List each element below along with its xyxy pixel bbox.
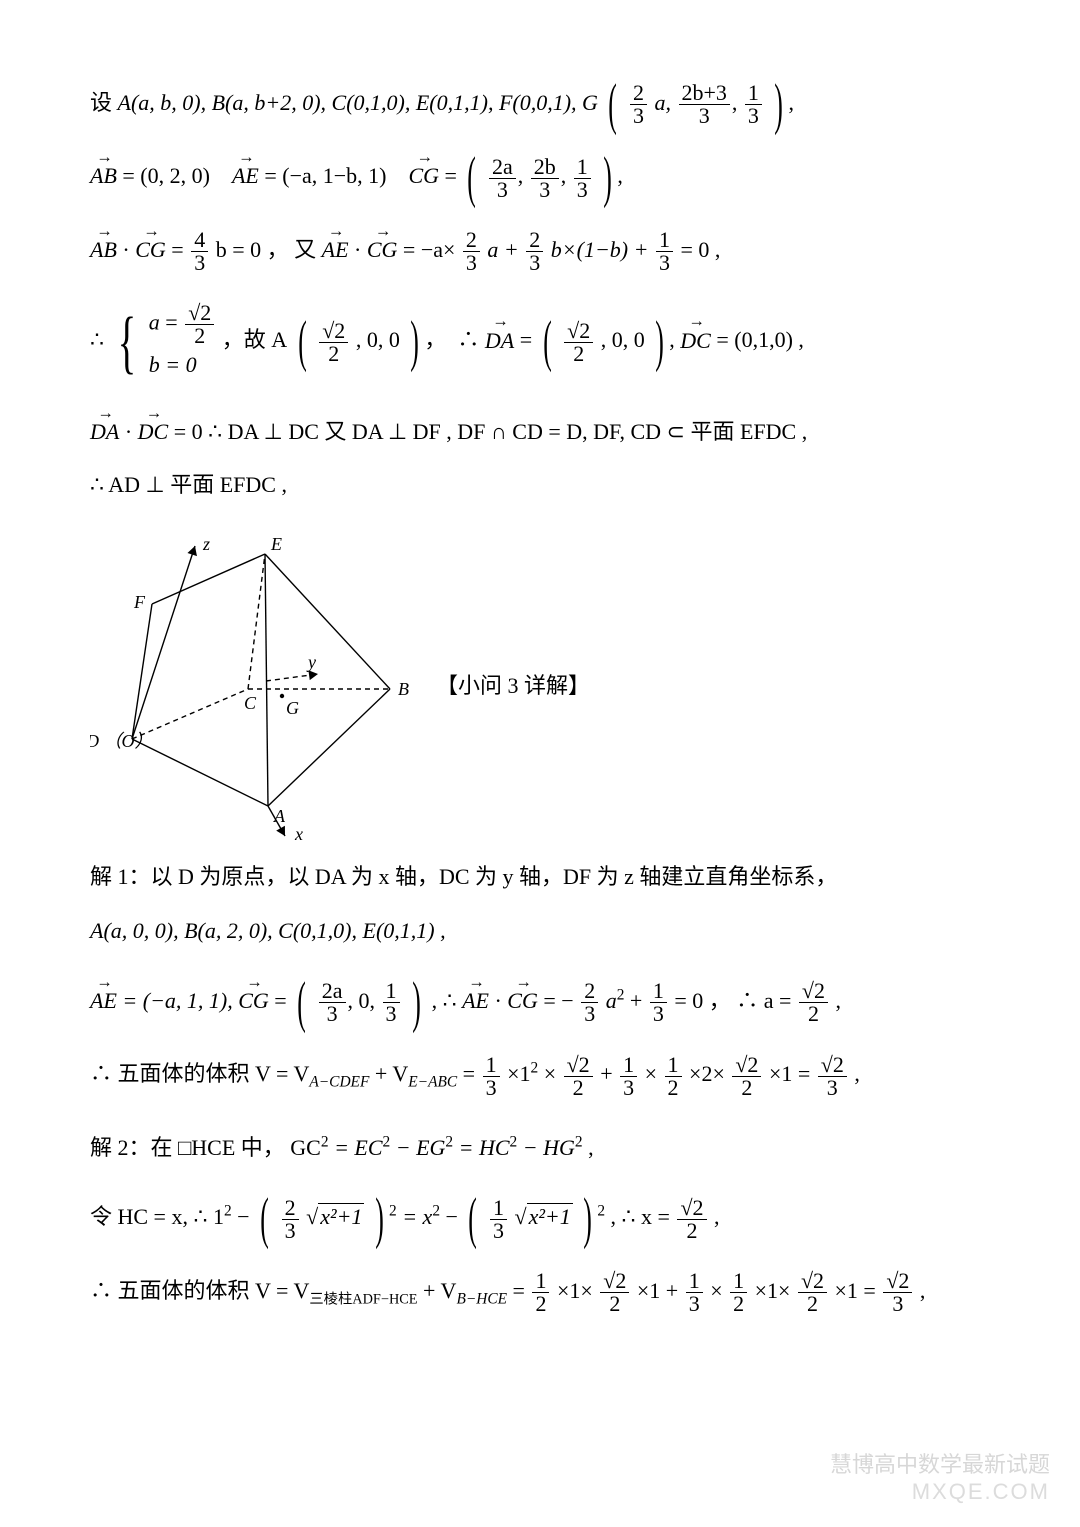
- svg-text:A: A: [273, 806, 286, 826]
- eq-line-6: ∴ AD ⊥ 平面 EFDC ,: [90, 464, 990, 506]
- watermark-main: 慧博高中数学最新试题: [690, 1447, 1050, 1479]
- eq-line-13: ∴ 五面体的体积 V = V三棱柱ADF−HCE + VB−HCE = 12 ×…: [90, 1270, 990, 1315]
- G-x: 23: [630, 82, 647, 127]
- figure-row: D （O） F Ez C G By Ax 【小问 3 详解】: [90, 524, 990, 844]
- vec-CG: CG: [408, 155, 439, 197]
- rparen: ): [775, 85, 784, 125]
- svg-text:E: E: [270, 534, 282, 554]
- eq-line-7: 解 1：以 D 为原点，以 DA 为 x 轴，DC 为 y 轴，DF 为 z 轴…: [90, 856, 990, 898]
- G-z: 13: [745, 82, 762, 127]
- vec-AE: AE: [232, 155, 259, 197]
- svg-text:B: B: [398, 679, 409, 699]
- svg-text:D （O）: D （O）: [90, 731, 153, 751]
- page: 设 A(a, b, 0), B(a, b+2, 0), C(0,1,0), E(…: [0, 0, 1080, 1527]
- eq-line-12: 令 HC = x, ∴ 12 − ( 23 x²+1 )2 = x2 − ( 1…: [90, 1196, 990, 1241]
- svg-text:F: F: [133, 592, 146, 612]
- eq-line-1: 设 A(a, b, 0), B(a, b+2, 0), C(0,1,0), E(…: [90, 82, 990, 127]
- eq-line-9: AE = (−a, 1, 1), CG = ( 2a3, 0, 13 ) , ∴…: [90, 980, 990, 1025]
- lparen: (: [609, 85, 618, 125]
- eq-line-2: AB = (0, 2, 0) AE = (−a, 1−b, 1) CG = ( …: [90, 155, 990, 200]
- text-prefix: 设: [90, 90, 118, 115]
- eq-line-8: A(a, 0, 0), B(a, 2, 0), C(0,1,0), E(0,1,…: [90, 910, 990, 952]
- eq-line-10: ∴ 五面体的体积 V = VA−CDEF + VE−ABC = 13 ×12 ×…: [90, 1053, 990, 1098]
- eq-line-4: ∴ { a = √22 b = 0 ，故 A ( √22 , 0, 0 )， ∴…: [90, 302, 990, 382]
- svg-text:x: x: [294, 824, 303, 844]
- eq-line-11: 解 2：在 □HCE 中， GC2 = EC2 − EG2 = HC2 − HG…: [90, 1127, 990, 1169]
- eq-line-5: DA · DC = 0 ∴ DA ⊥ DC 又 DA ⊥ DF , DF ∩ C…: [90, 411, 990, 453]
- geometry-figure: D （O） F Ez C G By Ax: [90, 524, 420, 844]
- figure-caption: 【小问 3 详解】: [436, 668, 590, 700]
- brace: {: [117, 320, 136, 366]
- svg-text:y: y: [306, 652, 316, 672]
- G-y: 2b+33: [679, 82, 730, 127]
- watermark-sub: MXQE.COM: [690, 1479, 1050, 1505]
- svg-text:z: z: [202, 534, 210, 554]
- svg-text:G: G: [286, 698, 299, 718]
- vec-AB: AB: [90, 155, 117, 197]
- svg-text:C: C: [244, 693, 257, 713]
- watermark: 慧博高中数学最新试题 MXQE.COM: [690, 1447, 1050, 1505]
- points-list: A(a, b, 0), B(a, b+2, 0), C(0,1,0), E(0,…: [118, 90, 598, 115]
- eq-line-3: AB · CG = 43 b = 0 ， 又 AE · CG = −a× 23 …: [90, 229, 990, 274]
